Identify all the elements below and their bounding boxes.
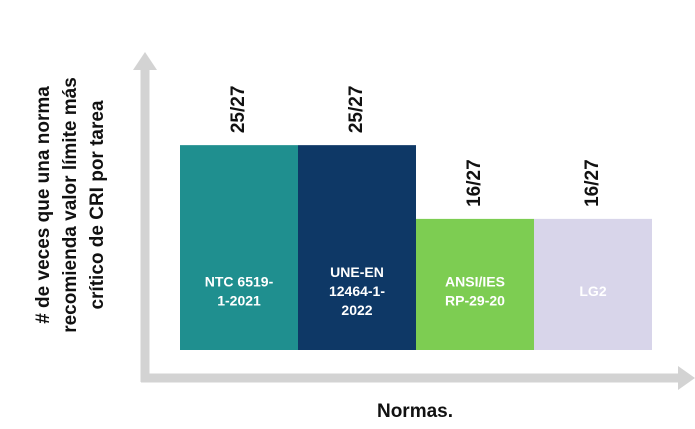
y-axis-label-line: recomienda valor límite más <box>60 77 81 333</box>
category-label: 2022 <box>341 302 372 318</box>
category-label: NTC 6519- <box>205 274 274 290</box>
value-label: 25/27 <box>346 86 367 134</box>
x-axis-arrow <box>678 366 695 390</box>
x-axis-label: Normas. <box>377 401 453 422</box>
bar <box>180 145 298 350</box>
y-axis-label-line: # de veces que una norma <box>33 86 54 324</box>
category-label: RP-29-20 <box>445 293 505 309</box>
y-axis-label: # de veces que una norma recomienda valor… <box>33 77 108 333</box>
bar <box>416 218 534 350</box>
category-label: LG2 <box>579 283 606 299</box>
value-label: 16/27 <box>464 159 485 207</box>
y-axis-arrow <box>133 52 157 70</box>
value-label: 25/27 <box>228 86 249 134</box>
category-label: UNE-EN <box>330 264 384 280</box>
category-label: ANSI/IES <box>445 274 505 290</box>
category-label: 12464-1- <box>329 283 385 299</box>
bar <box>534 218 652 350</box>
category-label: 1-2021 <box>217 293 261 309</box>
bar <box>298 145 416 350</box>
value-label: 16/27 <box>582 159 603 207</box>
y-axis-label-line: crítico de CRI por tarea <box>87 100 108 309</box>
